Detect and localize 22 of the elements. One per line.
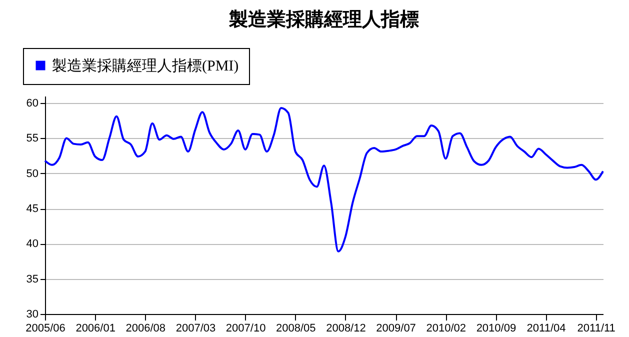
y-tick-label: 45 [26, 203, 38, 216]
x-tick-label: 2011/04 [526, 322, 566, 334]
chart-title: 製造業採購經理人指標 [228, 8, 419, 30]
x-tick-label: 2008/12 [326, 322, 366, 334]
x-tick-label: 2008/05 [276, 322, 316, 334]
y-tick-label: 55 [26, 132, 38, 145]
line-series [44, 106, 604, 252]
x-tick-label: 2011/11 [577, 322, 616, 334]
y-tick-label: 30 [26, 308, 38, 320]
y-tick-label: 35 [26, 273, 38, 286]
y-tick-label: 50 [26, 168, 38, 180]
x-tick-label: 2007/10 [226, 322, 266, 334]
x-tick-label: 2007/03 [176, 322, 216, 334]
x-tick-label: 2005/06 [26, 322, 66, 334]
x-tick-label: 2010/09 [476, 322, 516, 334]
x-tick-label: 2010/02 [426, 322, 466, 334]
x-tick-label: 2006/08 [126, 322, 166, 334]
legend-label: 製造業採購經理人指標(PMI) [52, 58, 239, 74]
x-tick-label: 2009/07 [376, 322, 416, 334]
y-tick-label: 40 [26, 238, 38, 250]
x-tick-label: 2006/01 [76, 322, 116, 334]
y-tick-label: 60 [26, 98, 38, 110]
